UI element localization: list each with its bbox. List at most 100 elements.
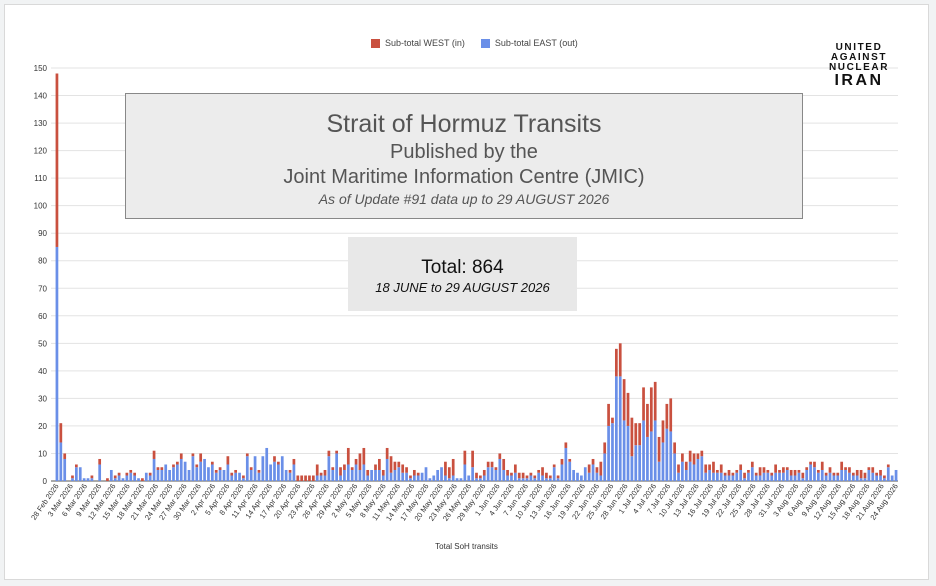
bar-east [700, 456, 704, 481]
bar-west [828, 467, 832, 473]
bar-east [292, 464, 296, 481]
bar-east [517, 478, 521, 481]
bar-east [424, 467, 428, 481]
bar-east [172, 467, 175, 481]
bar-west [63, 453, 67, 459]
bar-west [343, 464, 346, 470]
legend-item-west[interactable]: Sub-total WEST (in) [371, 38, 465, 48]
legend-item-east[interactable]: Sub-total EAST (out) [480, 38, 578, 48]
bar-west [451, 458, 455, 476]
bar-east [894, 469, 898, 481]
bar-east [630, 456, 634, 481]
bar-west [766, 469, 770, 473]
bar-east [86, 478, 90, 481]
bar-west [669, 398, 673, 432]
bar-east [482, 475, 486, 481]
bar-west [875, 472, 878, 476]
bar-east [179, 458, 183, 481]
bar-west [323, 469, 327, 476]
bar-west [335, 450, 339, 454]
bar-east [638, 445, 642, 481]
bar-east [409, 478, 412, 481]
bar-west [681, 453, 684, 462]
bar-east [432, 475, 436, 481]
bar-east [669, 431, 673, 481]
bar-west [820, 461, 824, 470]
bar-west [871, 467, 875, 473]
bar-west [817, 469, 820, 473]
bar-west [564, 442, 568, 448]
bar-west [463, 450, 467, 465]
bar-west [195, 464, 199, 468]
bar-east [801, 478, 805, 481]
bar-west [692, 453, 696, 465]
bar-west [75, 464, 78, 468]
bar-west [273, 456, 276, 462]
bar-east [346, 464, 350, 481]
bar-east [226, 464, 230, 481]
y-tick-label: 30 [38, 394, 47, 403]
bar-east [323, 475, 327, 481]
bar-west [401, 464, 405, 473]
y-tick-label: 60 [38, 312, 47, 321]
bar-west [475, 472, 478, 479]
bar-west [482, 469, 486, 476]
bar-west [747, 469, 750, 473]
bar-west [867, 467, 871, 470]
bar-west [152, 450, 156, 459]
bar-west [704, 464, 708, 473]
bar-west [863, 472, 867, 479]
bar-east [370, 469, 373, 481]
chart-title: Strait of Hormuz Transits [326, 110, 602, 138]
bar-west [591, 458, 595, 465]
bar-east [591, 464, 595, 481]
bar-west [292, 458, 296, 465]
bar-east [626, 425, 630, 481]
bar-east [75, 467, 78, 481]
bar-west [700, 450, 704, 457]
bar-east [848, 472, 851, 481]
bar-east [90, 478, 94, 481]
bar-west [234, 469, 238, 473]
bar-east [210, 464, 214, 481]
bar-east [817, 472, 820, 481]
bar-west [242, 475, 245, 479]
bar-east [486, 467, 490, 481]
bar-west [191, 453, 195, 457]
bar-east [451, 475, 455, 481]
bar-west [754, 472, 758, 476]
bar-east [257, 472, 261, 481]
bar-east [758, 475, 762, 481]
bar-west [214, 469, 218, 473]
y-tick-label: 110 [34, 174, 47, 183]
bar-west [304, 475, 307, 481]
bar-east [191, 456, 195, 481]
bar-east [148, 475, 152, 481]
bar-east [339, 475, 342, 481]
bar-west [883, 475, 886, 479]
legend-label-east: Sub-total EAST (out) [494, 38, 578, 48]
bar-east [560, 464, 564, 481]
bar-east [665, 428, 669, 481]
bar-east [762, 472, 766, 481]
bar-west [59, 423, 63, 443]
bar-east [125, 475, 129, 481]
bar-east [510, 475, 513, 481]
bar-west [172, 464, 175, 468]
bar-west [409, 475, 412, 479]
bar-east [855, 475, 859, 481]
bar-west [611, 417, 614, 424]
bar-east [879, 475, 882, 481]
bar-west [444, 461, 447, 476]
bar-west [665, 403, 669, 429]
bar-east [634, 445, 638, 481]
bar-west [836, 472, 840, 476]
bar-west [179, 453, 183, 459]
chart-subtitle-1: Published by the [390, 141, 538, 163]
bar-east [144, 472, 148, 481]
bar-east [580, 475, 583, 481]
bar-west [106, 478, 109, 481]
bar-east [719, 472, 723, 481]
bar-west [55, 73, 59, 247]
bar-east [335, 453, 339, 481]
